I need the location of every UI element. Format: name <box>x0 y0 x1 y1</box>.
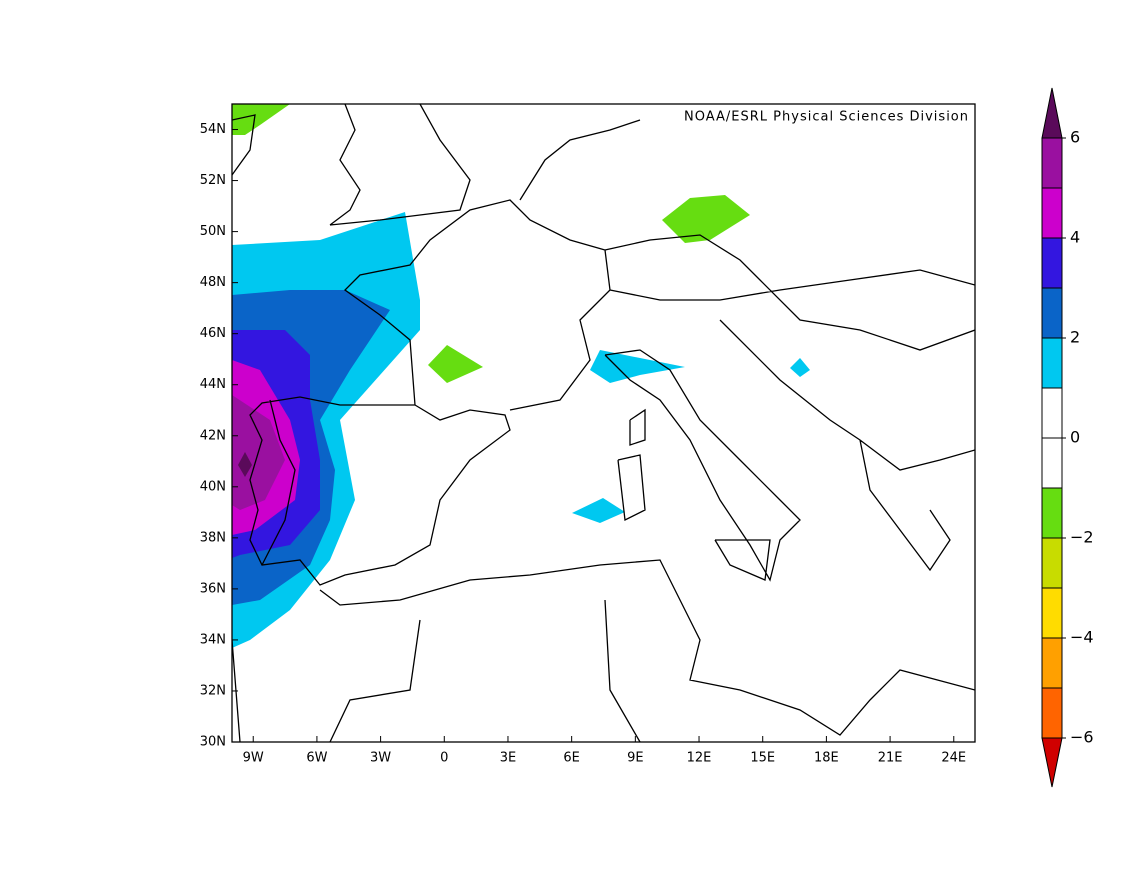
x-tick-label: 0 <box>440 751 448 766</box>
colorbar-band <box>1041 637 1063 689</box>
contour-fill <box>572 498 625 523</box>
colorbar-label: −6 <box>1070 728 1094 747</box>
colorbar-band <box>1041 187 1063 239</box>
colorbar-label: 0 <box>1070 428 1080 447</box>
colorbar-extension <box>1041 737 1063 788</box>
colorbar-extension <box>1041 87 1063 139</box>
contours <box>232 104 975 742</box>
y-tick-label: 40N <box>200 479 226 494</box>
x-tick-label: 21E <box>878 751 903 766</box>
y-tick-label: 44N <box>200 377 226 392</box>
x-tick-label: 6E <box>563 751 580 766</box>
colorbar-band <box>1041 237 1063 289</box>
y-tick-label: 38N <box>200 530 226 545</box>
y-tick-label: 50N <box>200 224 226 239</box>
map-frame <box>231 103 976 743</box>
y-tick-label: 42N <box>200 428 226 443</box>
contour-fill <box>790 358 810 377</box>
y-tick-label: 32N <box>200 683 226 698</box>
colorbar-band <box>1041 287 1063 339</box>
x-tick-label: 15E <box>750 751 775 766</box>
credit: NOAA/ESRL Physical Sciences Division <box>684 110 969 125</box>
colorbar-band <box>1041 537 1063 589</box>
y-tick-label: 30N <box>200 735 226 750</box>
contour-fill <box>232 104 290 135</box>
x-tick-label: 3W <box>370 751 391 766</box>
y-tick-label: 48N <box>200 275 226 290</box>
colorbar-label: 6 <box>1070 128 1080 147</box>
colorbar-label: 4 <box>1070 228 1080 247</box>
colorbar-band <box>1041 487 1063 539</box>
colorbar-band <box>1041 687 1063 739</box>
y-tick-label: 36N <box>200 581 226 596</box>
contour-fill <box>238 452 252 477</box>
contour-fill <box>662 195 750 243</box>
x-tick-label: 3E <box>500 751 517 766</box>
contour-fill <box>590 350 685 383</box>
x-tick-label: 18E <box>814 751 839 766</box>
contour-fill <box>428 345 483 383</box>
colorbar-band <box>1041 337 1063 389</box>
y-tick-label: 52N <box>200 173 226 188</box>
colorbar-label: −4 <box>1070 628 1094 647</box>
colorbar-band <box>1041 437 1063 489</box>
x-tick-label: 24E <box>941 751 966 766</box>
colorbar-label: −2 <box>1070 528 1094 547</box>
y-tick-label: 46N <box>200 326 226 341</box>
x-tick-label: 9W <box>243 751 264 766</box>
x-tick-label: 12E <box>687 751 712 766</box>
colorbar-label: 2 <box>1070 328 1080 347</box>
colorbar-band <box>1041 387 1063 439</box>
x-tick-label: 6W <box>306 751 327 766</box>
colorbar-band <box>1041 137 1063 189</box>
y-tick-label: 54N <box>200 122 226 137</box>
x-tick-label: 9E <box>627 751 644 766</box>
colorbar-band <box>1041 587 1063 639</box>
coastline <box>232 104 975 742</box>
y-tick-label: 34N <box>200 632 226 647</box>
